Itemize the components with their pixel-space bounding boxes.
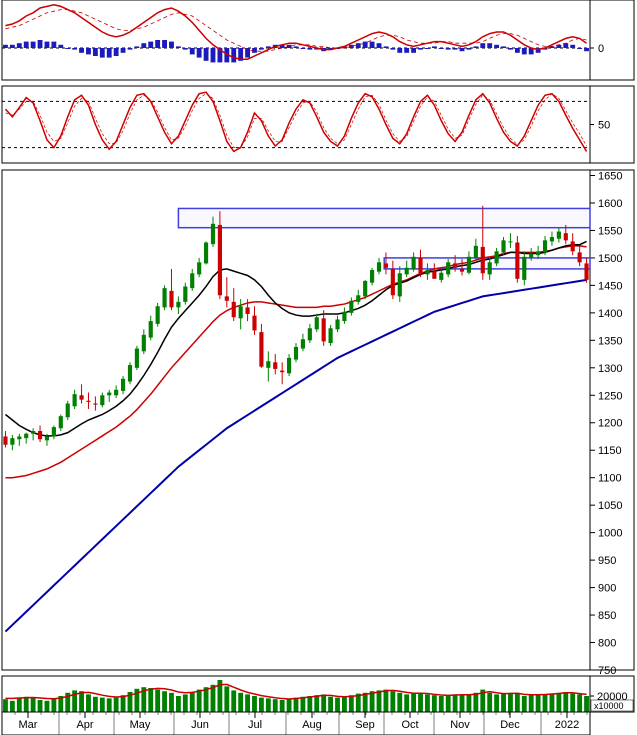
x-label-Jun: Jun [191, 719, 209, 731]
price-ytick-850: 850 [598, 610, 616, 622]
price-ytick-1500: 1500 [598, 253, 622, 265]
price-ytick-1200: 1200 [598, 418, 622, 430]
x-label-Aug: Aug [302, 719, 322, 731]
osc-ytick: 50 [598, 120, 610, 132]
price-ytick-1600: 1600 [598, 198, 622, 210]
price-ytick-900: 900 [598, 583, 616, 595]
volume-unit-label: x10000 [594, 701, 624, 711]
x-label-Jul: Jul [248, 719, 262, 731]
price-ytick-1350: 1350 [598, 335, 622, 347]
price-ytick-1300: 1300 [598, 363, 622, 375]
price-ytick-1400: 1400 [598, 308, 622, 320]
x-label-Oct: Oct [401, 719, 418, 731]
price-ytick-1650: 1650 [598, 170, 622, 182]
x-label-Nov: Nov [450, 719, 470, 731]
x-label-Mar: Mar [19, 719, 38, 731]
price-ytick-950: 950 [598, 555, 616, 567]
price-ytick-1150: 1150 [598, 445, 622, 457]
price-ytick-1450: 1450 [598, 280, 622, 292]
price-ytick-1250: 1250 [598, 390, 622, 402]
x-label-2022: 2022 [555, 719, 579, 731]
resistance-zone-0 [178, 208, 590, 227]
x-label-Apr: Apr [76, 719, 93, 731]
stock-chart: 0 50 750 800 850 900 950 1000 1050 1100 1150 1200 12… [0, 0, 637, 735]
x-label-Dec: Dec [500, 719, 520, 731]
price-ytick-1050: 1050 [598, 500, 622, 512]
price-ytick-1000: 1000 [598, 528, 622, 540]
macd-ytick: 0 [598, 43, 604, 55]
price-ytick-800: 800 [598, 638, 616, 650]
price-ytick-1100: 1100 [598, 473, 622, 485]
price-ytick-750: 750 [598, 665, 616, 677]
x-label-Sep: Sep [355, 719, 375, 731]
x-label-May: May [130, 719, 151, 731]
price-ytick-1550: 1550 [598, 225, 622, 237]
